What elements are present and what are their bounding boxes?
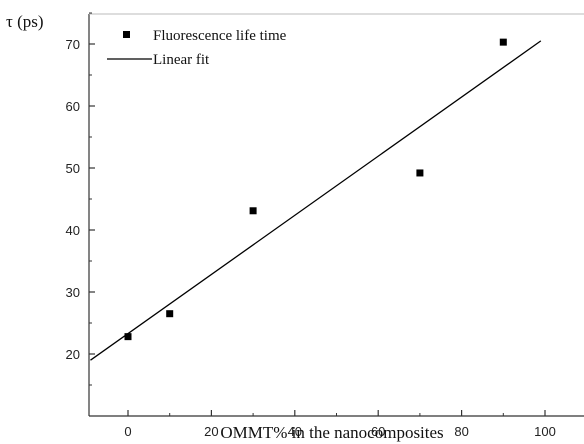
y-minor-ticks bbox=[89, 12, 92, 386]
x-tick-label-0: 0 bbox=[124, 424, 131, 439]
x-tick-label-60: 60 bbox=[371, 424, 385, 439]
x-ticks: 0 20 40 60 80 100 bbox=[124, 410, 556, 439]
linear-fit-layer bbox=[90, 40, 542, 361]
x-axis-title: OMMT% in the nanocomposites bbox=[220, 423, 443, 442]
y-tick-label-40: 40 bbox=[66, 223, 80, 238]
x-tick-label-100: 100 bbox=[534, 424, 556, 439]
data-point-4 bbox=[499, 38, 507, 46]
data-point-2 bbox=[249, 207, 257, 215]
legend-label-linear-fit: Linear fit bbox=[153, 52, 210, 68]
y-ticks: 20 30 40 50 60 70 bbox=[66, 37, 95, 362]
y-tick-label-50: 50 bbox=[66, 161, 80, 176]
x-tick-label-80: 80 bbox=[454, 424, 468, 439]
y-axis-title: τ (ps) bbox=[6, 12, 44, 31]
y-tick-label-60: 60 bbox=[66, 99, 80, 114]
x-tick-label-20: 20 bbox=[204, 424, 218, 439]
y-tick-label-30: 30 bbox=[66, 285, 80, 300]
data-point-3 bbox=[416, 169, 424, 177]
data-points-layer bbox=[124, 38, 507, 341]
linear-fit-line bbox=[90, 40, 542, 361]
data-point-0 bbox=[124, 333, 132, 341]
data-point-1 bbox=[166, 310, 174, 318]
legend-label-fluorescence: Fluorescence life time bbox=[153, 28, 287, 44]
y-tick-label-20: 20 bbox=[66, 347, 80, 362]
legend: Fluorescence life time Linear fit bbox=[107, 28, 287, 68]
x-minor-ticks bbox=[169, 413, 504, 416]
x-tick-label-40: 40 bbox=[288, 424, 302, 439]
legend-marker-fluorescence bbox=[123, 31, 130, 38]
y-tick-label-70: 70 bbox=[66, 37, 80, 52]
